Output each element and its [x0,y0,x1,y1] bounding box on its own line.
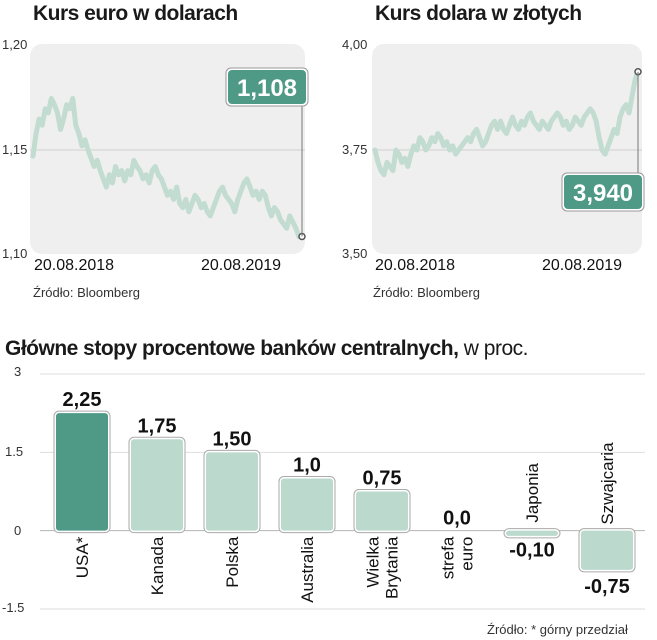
chart2-series-line [372,69,641,178]
chart1-xlabel-end: 20.08.2019 [201,257,282,274]
bar-category-label: strefaeuro [439,536,477,579]
bar-value-label: 1,50 [213,428,252,450]
bar [56,413,108,531]
chart2-plot: 3,940 [372,44,645,254]
chart3-title: Główne stopy procentowe banków centralny… [5,337,528,361]
bar-category-label-line: Japonia [523,463,542,523]
bar-value-label: 0,75 [363,468,402,490]
bar-value-label: 0,0 [443,508,471,530]
bar-category-label-line: Kanada [148,536,167,595]
bar [281,478,333,531]
chart2-ytick-mid: 3,75 [342,142,368,157]
chart3-ytick-neg-1-5: -1.5 [2,600,25,615]
chart3-plot: 2,25 USA* 1,75 Kanada 1,50 Polska 1,0 Australia… [40,373,645,610]
chart2-ytick-top: 4,00 [342,37,368,52]
chart1-title: Kurs euro w dolarach [33,2,238,25]
bar [206,452,258,531]
chart2-ytick-bottom: 3,50 [342,246,368,261]
chart1-last-value-label: 1,108 [237,75,297,102]
chart3-ytick-1-5: 1.5 [5,444,24,459]
bar-category-label-line: Brytania [383,536,402,599]
chart1-ytick-bottom: 1,10 [2,246,28,261]
bar-category-label: Japonia [523,463,542,523]
chart2-title: Kurs dolara w złotych [375,2,582,25]
bar-value-label: 1,0 [293,454,321,476]
bar-category-label-line: USA* [73,536,92,578]
bar-category-label: Australia [298,536,317,603]
bar-category-label-line: strefa [439,536,458,579]
chart1-ytick-top: 1,20 [2,37,28,52]
chart2-xlabel-end: 20.08.2019 [542,257,623,274]
chart2-source: Źródło: Bloomberg [373,285,480,300]
bar-category-label-line: Szwajcaria [598,442,617,525]
bar-category-label-line: Wielka [364,536,383,588]
bar [581,530,633,570]
bar-category-label: USA* [73,536,92,578]
chart1-source: Źródło: Bloomberg [33,285,140,300]
bar-value-label: -0,10 [509,540,555,562]
bar [356,491,408,531]
chart1-plot: 1,108 [30,44,309,254]
bar [131,439,183,531]
bar-value-label: 1,75 [138,415,177,437]
bar-category-label: Polska [223,536,242,588]
chart3-ytick-3: 3 [14,364,22,379]
chart3-ytick-0: 0 [14,523,22,538]
chart3-title-main: Główne stopy procentowe banków centralny… [5,337,459,360]
chart1-callout-box [228,70,306,104]
chart1-xlabel-start: 20.08.2018 [34,257,115,274]
bar [506,530,558,536]
bar-category-label: Szwajcaria [598,442,617,525]
bar-value-label: 2,25 [63,389,102,411]
chart1-series-line [30,96,305,240]
bar-category-label: WielkaBrytania [364,536,402,599]
chart3-source: Źródło: * górny przedział [487,622,628,637]
bar-value-label: -0,75 [584,576,630,598]
chart2-callout-box [564,175,642,209]
bar-category-label-line: euro [458,537,477,571]
bar-category-label-line: Polska [223,536,242,588]
chart3-title-suffix: w proc. [463,337,529,360]
chart2-xlabel-start: 20.08.2018 [375,257,456,274]
chart1-ytick-mid: 1,15 [2,142,28,157]
chart2-last-value-label: 3,940 [573,180,633,207]
bar-category-label: Kanada [148,536,167,595]
bar-category-label-line: Australia [298,536,317,603]
